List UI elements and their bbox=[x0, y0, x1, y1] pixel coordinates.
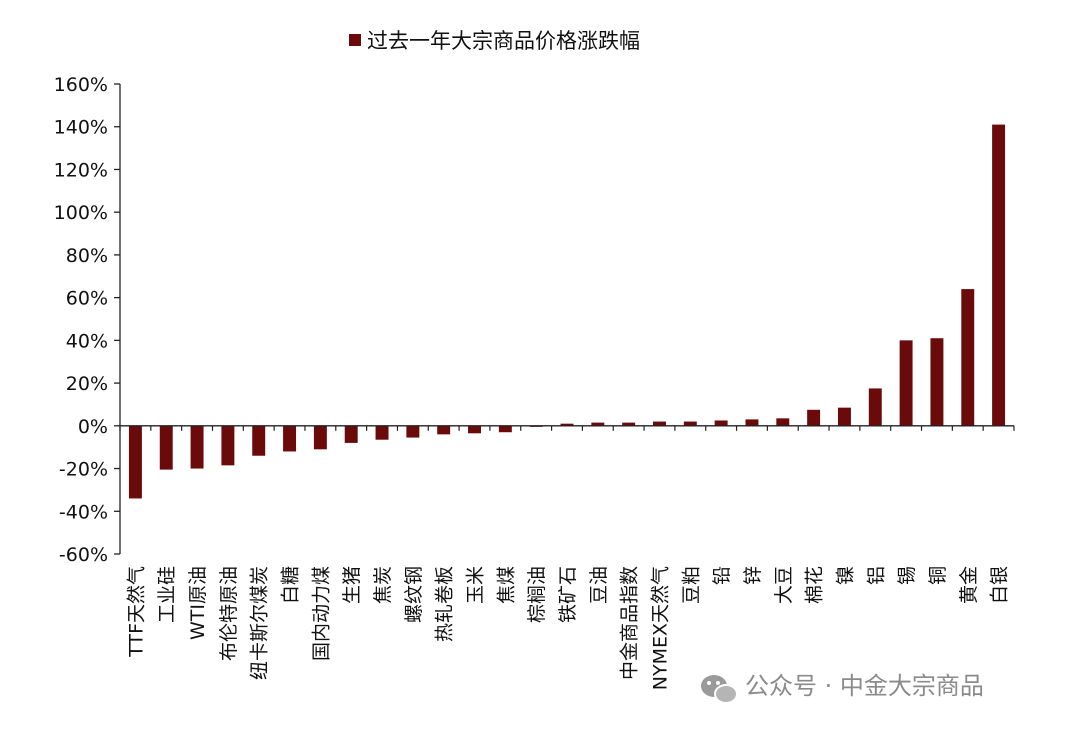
bar bbox=[560, 423, 574, 426]
bar bbox=[498, 425, 512, 433]
watermark: 公众号 · 中金大宗商品 bbox=[701, 672, 984, 704]
bar bbox=[437, 425, 451, 435]
category-label: 白糖 bbox=[280, 566, 302, 604]
bar bbox=[745, 419, 759, 426]
category-label: 棕榈油 bbox=[526, 566, 548, 623]
bar bbox=[344, 425, 358, 443]
category-label: 锡 bbox=[896, 566, 918, 585]
category-label: NYMEX天然气 bbox=[649, 566, 671, 690]
bar bbox=[622, 422, 636, 426]
bar bbox=[221, 425, 235, 466]
legend-label: 过去一年大宗商品价格涨跌幅 bbox=[367, 29, 640, 53]
watermark-text: 公众号 · 中金大宗商品 bbox=[745, 672, 984, 700]
y-tick-label: 160% bbox=[54, 74, 108, 96]
y-tick-label: 120% bbox=[54, 159, 108, 181]
category-label: 铜 bbox=[927, 566, 949, 585]
bar bbox=[992, 124, 1006, 426]
y-axis: -60% -40% -20% 0% 20% 40% 60% 80% 100% 120% 140% 16… bbox=[54, 74, 121, 566]
y-tick-label: 20% bbox=[66, 373, 108, 395]
y-tick-label: -60% bbox=[59, 544, 108, 566]
y-tick-label: 60% bbox=[66, 288, 108, 310]
bar bbox=[776, 418, 790, 426]
bars bbox=[128, 124, 1006, 499]
wechat-icon bbox=[701, 675, 738, 704]
category-label: 焦煤 bbox=[495, 566, 517, 604]
category-label: 棉花 bbox=[804, 566, 826, 604]
bar bbox=[653, 421, 666, 426]
bar bbox=[683, 421, 697, 426]
category-label: 黄金 bbox=[958, 566, 980, 604]
legend: 过去一年大宗商品价格涨跌幅 bbox=[349, 29, 640, 53]
bar bbox=[714, 420, 728, 426]
category-label: 豆油 bbox=[588, 566, 610, 604]
category-label: 铝 bbox=[865, 566, 887, 585]
category-label: 工业硅 bbox=[156, 566, 178, 623]
category-label: 焦炭 bbox=[372, 566, 394, 604]
category-label: 锌 bbox=[742, 566, 764, 585]
category-label: 大豆 bbox=[773, 566, 795, 604]
y-tick-label: 0% bbox=[78, 416, 108, 438]
category-label: 热轧卷板 bbox=[434, 566, 456, 642]
category-label: 纽卡斯尔煤炭 bbox=[249, 566, 271, 680]
category-label: 白银 bbox=[989, 566, 1011, 604]
bar bbox=[591, 422, 605, 426]
bar bbox=[807, 409, 821, 426]
category-label: 布伦特原油 bbox=[218, 566, 240, 661]
bar bbox=[930, 338, 944, 426]
bar bbox=[128, 425, 142, 499]
bar bbox=[899, 340, 913, 426]
y-tick-label: 40% bbox=[66, 330, 108, 352]
y-tick-label: 80% bbox=[66, 245, 108, 267]
bar bbox=[468, 425, 481, 434]
y-tick-label: -20% bbox=[59, 459, 108, 481]
y-tick-label: 100% bbox=[54, 202, 108, 224]
bar bbox=[190, 425, 204, 469]
bar bbox=[961, 289, 975, 426]
category-labels: TTF天然气 工业硅 WTI原油 布伦特原油 纽卡斯尔煤炭 白糖 国内动力煤 生猪 焦炭 螺纹钢热… bbox=[125, 566, 1010, 690]
category-label: 铁矿石 bbox=[557, 566, 579, 623]
y-tick-label: -40% bbox=[59, 501, 108, 523]
y-tick-label: 140% bbox=[54, 117, 108, 139]
x-axis bbox=[119, 425, 1015, 431]
bar bbox=[837, 407, 851, 426]
category-label: 豆粕 bbox=[680, 566, 702, 604]
category-label: WTI原油 bbox=[187, 566, 209, 640]
category-label: 螺纹钢 bbox=[403, 566, 425, 623]
bar bbox=[159, 425, 173, 470]
category-label: TTF天然气 bbox=[125, 566, 147, 658]
category-label: 生猪 bbox=[341, 566, 363, 604]
bar bbox=[406, 425, 420, 438]
legend-swatch bbox=[349, 34, 361, 46]
category-label: 国内动力煤 bbox=[310, 566, 332, 661]
category-label: 玉米 bbox=[465, 566, 487, 604]
bar bbox=[375, 425, 389, 440]
bar bbox=[283, 425, 297, 452]
bar bbox=[252, 425, 266, 456]
category-label: 中金商品指数 bbox=[619, 566, 641, 680]
bar bbox=[868, 388, 882, 426]
bar bbox=[313, 425, 327, 450]
category-label: 镍 bbox=[834, 566, 856, 585]
category-label: 铅 bbox=[711, 566, 733, 585]
